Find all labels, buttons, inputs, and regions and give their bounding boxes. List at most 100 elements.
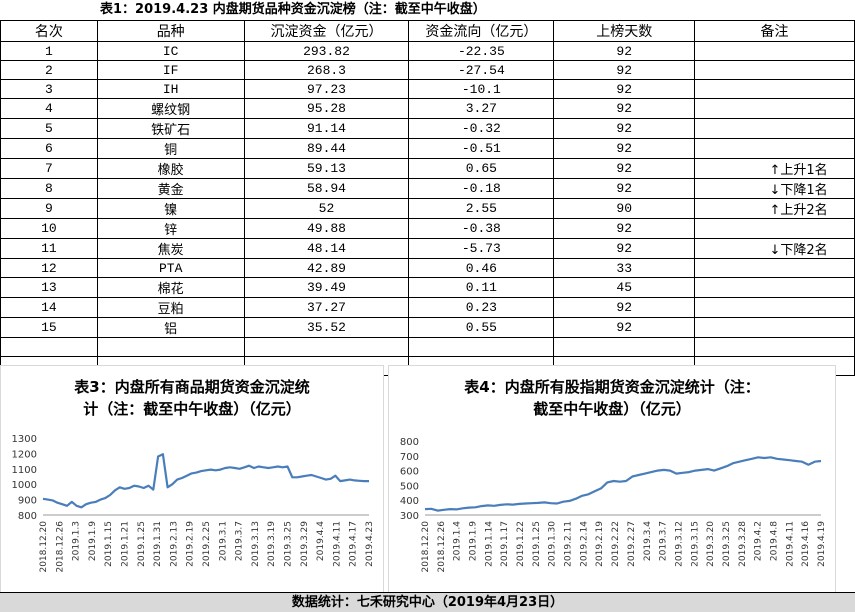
empty-cell: [96, 337, 245, 357]
cell-rank: 5: [0, 118, 98, 139]
x-tick-label: 2019.1.30: [548, 521, 558, 567]
empty-cell: [243, 337, 410, 357]
cell-note: [694, 317, 855, 338]
cell-rank: 9: [0, 198, 98, 219]
cell-days: 45: [553, 277, 696, 298]
x-tick-label: 2019.4.19: [817, 521, 827, 567]
y-tick-label: 900: [18, 496, 37, 507]
table-row: 5 铁矿石 91.14 -0.32 92: [0, 118, 855, 139]
table-row: 11 焦炭 48.14 -5.73 92 ↓下降2名: [0, 238, 855, 259]
cell-flow: -0.18: [408, 178, 555, 199]
header-days: 上榜天数: [553, 20, 696, 42]
cell-note: ↑上升2名: [694, 198, 855, 219]
cell-note: [694, 79, 855, 99]
x-tick-label: 2019.1.9: [88, 521, 98, 561]
cell-days: 92: [553, 158, 696, 179]
y-tick-label: 600: [400, 467, 419, 478]
table-row: 7 橡胶 59.13 0.65 92 ↑上升1名: [0, 158, 855, 179]
x-tick-label: 2019.4.11: [332, 521, 342, 567]
chart4-title-line2: 截至中午收盘）（亿元）: [533, 400, 691, 418]
x-tick-label: 2019.4.4: [316, 521, 326, 561]
cell-flow: -10.1: [408, 79, 555, 99]
cell-capital: 52: [243, 198, 410, 219]
cell-flow: 0.23: [408, 297, 555, 318]
cell-flow: -5.73: [408, 238, 555, 259]
x-tick-label: 2019.3.25: [722, 521, 732, 567]
x-tick-label: 2019.1.21: [121, 521, 131, 567]
cell-rank: 3: [0, 79, 98, 99]
header-name: 品种: [96, 20, 245, 42]
x-tick-label: 2019.1.31: [153, 521, 163, 567]
y-tick-label: 800: [400, 437, 419, 448]
cell-days: 92: [553, 60, 696, 80]
chart3-title-line1: 表3：内盘所有商品期货资金沉淀统: [74, 378, 310, 396]
series-line: [424, 456, 822, 512]
cell-flow: -22.35: [408, 41, 555, 61]
header-note: 备注: [694, 20, 855, 42]
cell-capital: 95.28: [243, 98, 410, 119]
cell-capital: 293.82: [243, 41, 410, 61]
cell-rank: 11: [0, 238, 98, 259]
x-tick-label: 2019.3.1: [218, 521, 228, 561]
cell-rank: 6: [0, 138, 98, 159]
cell-rank: 7: [0, 158, 98, 179]
x-tick-label: 2019.2.25: [202, 521, 212, 567]
series-line: [42, 453, 369, 509]
y-tick-label: 1100: [12, 465, 37, 476]
x-tick-label: 2019.3.15: [690, 521, 700, 567]
cell-rank: 12: [0, 258, 98, 278]
cell-rank: 15: [0, 317, 98, 338]
x-tick-label: 2019.3.28: [738, 521, 748, 567]
x-tick-label: 2018.12.26: [437, 521, 447, 573]
cell-capital: 49.88: [243, 218, 410, 239]
x-tick-label: 2019.4.16: [801, 521, 811, 567]
cell-name: 豆粕: [96, 297, 245, 318]
cell-flow: 0.55: [408, 317, 555, 338]
x-tick-label: 2019.1.3: [72, 521, 82, 561]
empty-cell: [0, 337, 98, 357]
cell-rank: 1: [0, 41, 98, 61]
cell-flow: 2.55: [408, 198, 555, 219]
cell-days: 33: [553, 258, 696, 278]
cell-rank: 8: [0, 178, 98, 199]
header-rank: 名次: [0, 20, 98, 42]
x-tick-label: 2019.3.4: [643, 521, 653, 561]
cell-capital: 59.13: [243, 158, 410, 179]
x-tick-label: 2019.4.17: [349, 521, 359, 567]
table-row: 2 IF 268.3 -27.54 92: [0, 60, 855, 80]
cell-name: PTA: [96, 258, 245, 278]
table-row: 12 PTA 42.89 0.46 33: [0, 258, 855, 278]
header-capital: 沉淀资金（亿元）: [243, 20, 410, 42]
chart3-plot: 800 900 1000 1100 1200 1300 2018.12.20 2018.12.…: [12, 434, 375, 573]
x-tick-label: 2019.1.14: [484, 521, 494, 567]
cell-capital: 97.23: [243, 79, 410, 99]
x-tick-label: 2018.12.26: [55, 521, 65, 573]
x-tick-label: 2019.3.29: [300, 521, 310, 567]
cell-capital: 58.94: [243, 178, 410, 199]
empty-cell: [694, 337, 855, 357]
y-tick-label: 500: [400, 481, 419, 492]
cell-capital: 35.52: [243, 317, 410, 338]
cell-flow: 0.11: [408, 277, 555, 298]
x-tick-label: 2018.12.20: [39, 521, 49, 573]
cell-flow: 0.46: [408, 258, 555, 278]
y-tick-label: 1300: [12, 434, 37, 445]
cell-note: [694, 118, 855, 139]
cell-days: 92: [553, 178, 696, 199]
cell-name: 锌: [96, 218, 245, 239]
cell-name: 螺纹钢: [96, 98, 245, 119]
cell-days: 92: [553, 41, 696, 61]
cell-days: 92: [553, 297, 696, 318]
table-header-row: 名次 品种 沉淀资金（亿元） 资金流向（亿元） 上榜天数 备注: [0, 20, 855, 42]
table-row: 15 铝 35.52 0.55 92: [0, 317, 855, 338]
x-tick-label: 2019.3.7: [235, 521, 245, 561]
cell-rank: 10: [0, 218, 98, 239]
chart3-title-line2: 计（注：截至中午收盘）（亿元）: [83, 400, 301, 418]
cell-name: 铝: [96, 317, 245, 338]
x-tick-label: 2019.4.2: [754, 521, 764, 561]
x-tick-label: 2019.1.9: [469, 521, 479, 561]
cell-days: 92: [553, 238, 696, 259]
x-tick-label: 2019.2.11: [564, 521, 574, 567]
cell-note: [694, 218, 855, 239]
cell-flow: 3.27: [408, 98, 555, 119]
